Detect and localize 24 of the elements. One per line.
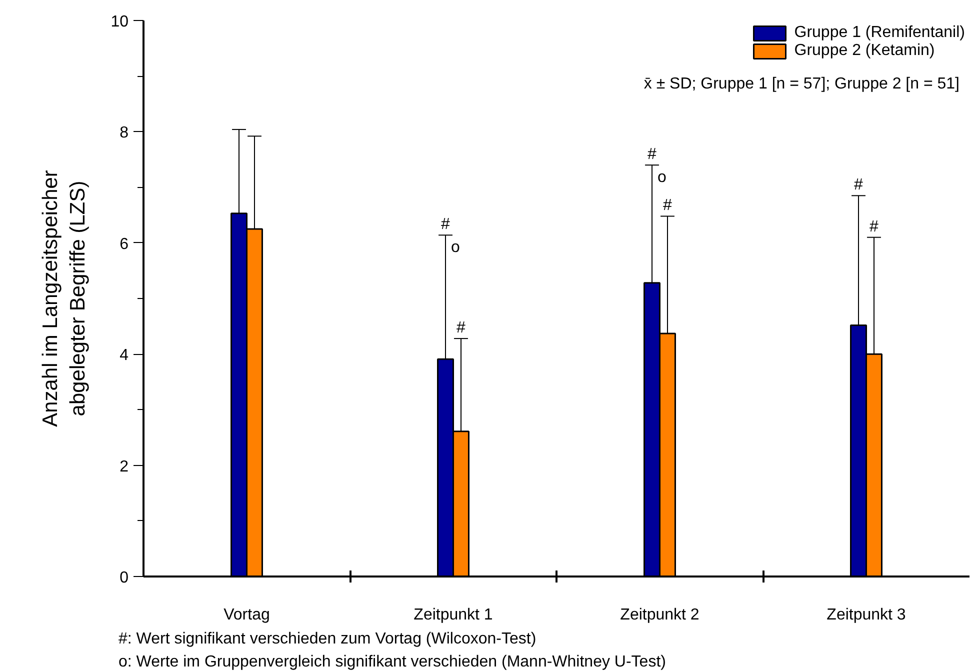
x-tick-label: Zeitpunkt 3 <box>826 606 906 624</box>
y-tick-label: 8 <box>120 124 129 142</box>
annotation: # <box>456 320 466 337</box>
annotation: # <box>854 176 864 194</box>
annotation: # <box>870 218 879 236</box>
text: #: Wert signifikant verschieden zum Vortag (Wilcoxon-Test) <box>118 630 536 648</box>
annotation: # <box>648 146 657 164</box>
y-tick-label: 0 <box>120 570 129 586</box>
annotation: # <box>441 216 450 234</box>
y-axis-title: Anzahl im Langzeitspeicher abgelegter Begriffe (LZS) <box>39 170 90 427</box>
annotation: o <box>658 169 667 186</box>
y-tick-label: 4 <box>120 347 129 364</box>
x-tick-label: Zeitpunkt 1 <box>414 606 493 624</box>
x-tick-label: Zeitpunkt 2 <box>620 606 700 624</box>
legend-label: Gruppe 2 (Ketamin) <box>794 42 935 60</box>
text: o: Werte im Gruppenvergleich signifikant verschieden (Mann-Whitney U-Test) <box>118 654 666 670</box>
annotation: o <box>451 239 460 256</box>
y-tick-label: 6 <box>120 236 129 253</box>
y-tick-label: 10 <box>110 14 129 30</box>
text: x̄ ± SD; Gruppe 1 [n = 57]; Gruppe 2 [n = 51] <box>644 76 960 92</box>
y-tick-label: 2 <box>120 458 129 476</box>
legend-label: Gruppe 1 (Remifentanil) <box>794 24 965 42</box>
annotation: # <box>663 197 672 214</box>
x-tick-label: Vortag <box>224 606 270 624</box>
